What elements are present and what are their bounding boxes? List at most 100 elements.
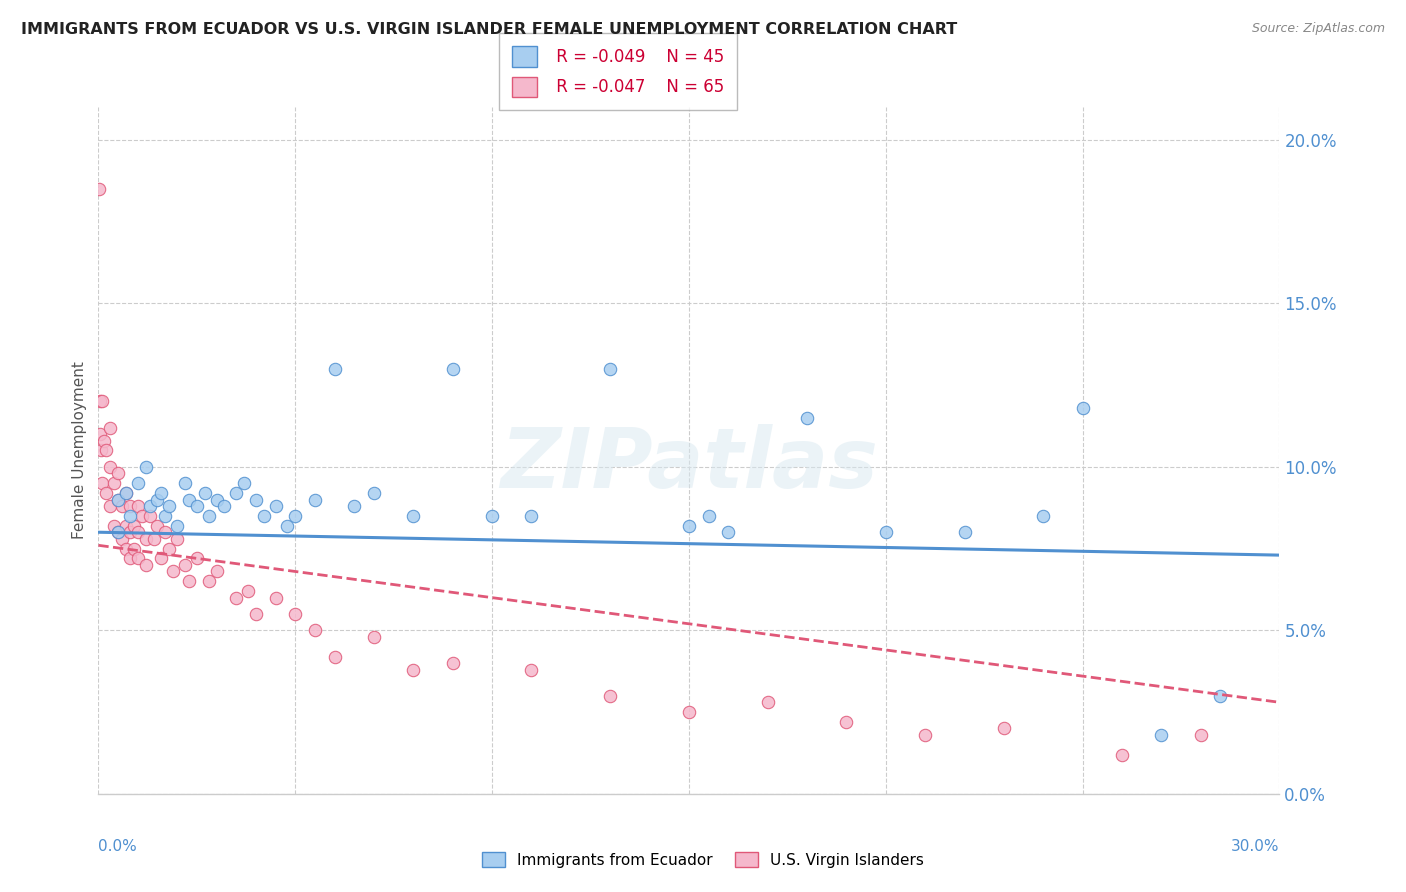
Point xyxy=(245,607,267,621)
Legend:  R = -0.049    N = 45,  R = -0.047    N = 65: R = -0.049 N = 45, R = -0.047 N = 65 xyxy=(499,33,737,111)
Point xyxy=(914,728,936,742)
Point xyxy=(678,705,700,719)
Point xyxy=(146,492,169,507)
Point xyxy=(233,476,256,491)
Text: 0.0%: 0.0% xyxy=(98,838,138,854)
Point xyxy=(214,499,236,513)
Point xyxy=(103,476,125,491)
Point xyxy=(91,394,114,409)
Point xyxy=(599,361,621,376)
Point xyxy=(343,499,366,513)
Point xyxy=(253,508,276,523)
Point xyxy=(520,508,543,523)
Point xyxy=(1189,728,1212,742)
Point xyxy=(107,492,129,507)
Point xyxy=(1209,689,1232,703)
Point xyxy=(599,689,621,703)
Point xyxy=(107,525,129,540)
Text: 30.0%: 30.0% xyxy=(1232,838,1279,854)
Point xyxy=(127,525,149,540)
Point xyxy=(197,508,219,523)
Point xyxy=(103,518,125,533)
Point xyxy=(1032,508,1054,523)
Point xyxy=(98,420,121,434)
Point xyxy=(953,525,976,540)
Point xyxy=(323,649,346,664)
Point xyxy=(441,361,464,376)
Point xyxy=(135,459,157,474)
Point xyxy=(481,508,503,523)
Point xyxy=(174,558,197,572)
Point xyxy=(796,410,818,425)
Point xyxy=(194,486,217,500)
Point xyxy=(402,508,425,523)
Point xyxy=(111,499,134,513)
Point xyxy=(115,486,138,500)
Point xyxy=(205,492,228,507)
Point xyxy=(225,591,247,605)
Point xyxy=(205,565,228,579)
Point xyxy=(115,541,138,556)
Point xyxy=(236,584,259,599)
Point xyxy=(363,630,385,644)
Point xyxy=(135,558,157,572)
Point xyxy=(276,518,298,533)
Point xyxy=(284,508,307,523)
Point xyxy=(150,486,173,500)
Point xyxy=(90,443,112,458)
Text: ZIPatlas: ZIPatlas xyxy=(501,424,877,505)
Point xyxy=(1071,401,1094,415)
Text: IMMIGRANTS FROM ECUADOR VS U.S. VIRGIN ISLANDER FEMALE UNEMPLOYMENT CORRELATION : IMMIGRANTS FROM ECUADOR VS U.S. VIRGIN I… xyxy=(21,22,957,37)
Point xyxy=(304,492,326,507)
Point xyxy=(186,499,208,513)
Point xyxy=(89,182,111,196)
Y-axis label: Female Unemployment: Female Unemployment xyxy=(72,361,87,540)
Point xyxy=(127,499,149,513)
Point xyxy=(107,525,129,540)
Point xyxy=(138,499,160,513)
Point xyxy=(323,361,346,376)
Point xyxy=(264,499,287,513)
Point xyxy=(155,525,177,540)
Point xyxy=(177,492,200,507)
Point xyxy=(107,492,129,507)
Point xyxy=(1111,747,1133,762)
Point xyxy=(93,434,115,448)
Point xyxy=(225,486,247,500)
Point xyxy=(162,565,184,579)
Point xyxy=(142,532,165,546)
Point xyxy=(150,551,173,566)
Point xyxy=(245,492,267,507)
Point xyxy=(118,551,141,566)
Point xyxy=(520,663,543,677)
Point xyxy=(993,722,1015,736)
Point xyxy=(135,532,157,546)
Point xyxy=(98,499,121,513)
Point xyxy=(678,518,700,533)
Point xyxy=(91,476,114,491)
Point xyxy=(441,656,464,670)
Point xyxy=(115,518,138,533)
Point xyxy=(304,624,326,638)
Point xyxy=(697,508,720,523)
Point xyxy=(131,508,153,523)
Point xyxy=(835,714,858,729)
Point xyxy=(107,467,129,481)
Point xyxy=(875,525,897,540)
Point xyxy=(166,518,188,533)
Point xyxy=(157,541,180,556)
Point xyxy=(284,607,307,621)
Point xyxy=(89,427,111,442)
Point xyxy=(127,551,149,566)
Point xyxy=(127,476,149,491)
Point xyxy=(1150,728,1173,742)
Point xyxy=(118,508,141,523)
Point xyxy=(96,486,118,500)
Point xyxy=(89,394,111,409)
Point xyxy=(717,525,740,540)
Point xyxy=(122,541,145,556)
Point xyxy=(122,518,145,533)
Point xyxy=(98,459,121,474)
Point xyxy=(138,508,160,523)
Legend: Immigrants from Ecuador, U.S. Virgin Islanders: Immigrants from Ecuador, U.S. Virgin Isl… xyxy=(474,844,932,875)
